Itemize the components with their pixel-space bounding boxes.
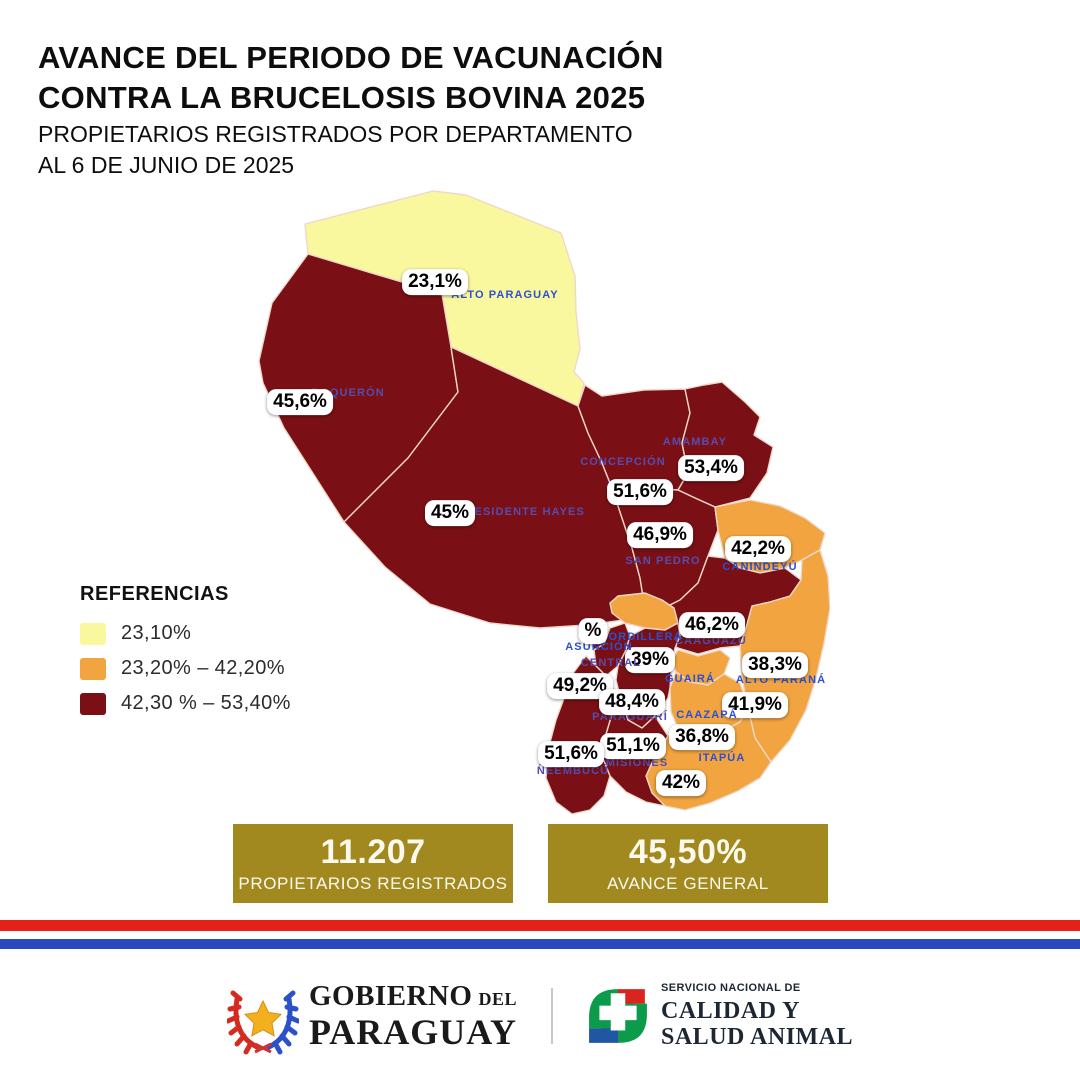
dept-label-neembucu: ÑEEMBUCÚ [536,765,610,777]
senacsa-cross-icon [589,989,647,1043]
legend-swatch [80,692,106,715]
senacsa-line1: SERVICIO NACIONAL DE [661,981,801,994]
dept-value-misiones: 51,1% [600,733,666,759]
stat-label-avance: AVANCE GENERAL [607,874,769,893]
dept-value-cordillera: 39% [624,647,676,673]
dept-label-amambay: AMAMBAY [662,436,728,448]
dept-value-caaguazu: 46,2% [679,612,745,638]
senacsa-line2: CALIDAD Y [661,997,800,1024]
dept-label-cordillera: CORDILLERA [599,631,683,643]
gov-word-paraguay: PARAGUAY [308,1012,517,1052]
page-subtitle-line2: AL 6 DE JUNIO DE 2025 [38,152,295,178]
dept-label-presidente_hayes: PRESIDENTE HAYES [457,506,585,518]
footer: GOBIERNO DEL PARAGUAY SERVICIO NACIONAL D… [0,972,1080,1060]
dept-value-alto_paraguay: 23,1% [402,269,468,295]
senacsa-line3: SALUD ANIMAL [661,1023,854,1050]
legend-label: 23,20% – 42,20% [121,657,285,679]
dept-value-canindeyu: 42,2% [725,536,791,562]
dept-label-asuncion: ASUNCIÓN [565,641,633,653]
dept-label-guaira: GUAIRÁ [665,673,715,685]
gobierno-paraguay-wordmark: GOBIERNO DEL PARAGUAY [308,980,517,1052]
dept-label-misiones: MISIONES [605,757,669,769]
legend-item: 23,20% – 42,20% [80,657,291,680]
dept-label-san_pedro: SAN PEDRO [625,555,701,567]
dept-value-boqueron: 45,6% [267,389,333,415]
stat-box-avance: 45,50% AVANCE GENERAL [548,824,828,903]
legend-item: 23,10% [80,622,291,645]
legend-title: REFERENCIAS [80,583,229,605]
senacsa-wordmark: SERVICIO NACIONAL DE CALIDAD Y SALUD ANI… [661,981,854,1050]
page-title-line1: AVANCE DEL PERIODO DE VACUNACIÓN [38,40,664,75]
legend-items: 23,10% 23,20% – 42,20% 42,30 % – 53,40% [80,622,291,715]
gobierno-paraguay-logo: GOBIERNO DEL PARAGUAY [226,977,517,1055]
dept-value-guaira: 41,9% [722,692,788,718]
legend-swatch [80,622,106,645]
dept-value-amambay: 53,4% [678,455,744,481]
page-subtitle-line1: PROPIETARIOS REGISTRADOS POR DEPARTAMENT… [38,121,633,147]
dept-value-presidente_hayes: 45% [424,500,476,526]
dept-value-caazapa: 36,8% [669,724,735,750]
dept-label-caazapa: CAAZAPÁ [676,709,738,721]
legend: REFERENCIAS 23,10% 23,20% – 42,20% 42,30 %… [80,583,291,727]
paraguay-choropleth-map: ALTO PARAGUAY 23,1% BOQUERÓN 45,6% PRESIDENT… [250,188,830,828]
flag-stripe-blue [0,939,1080,949]
dept-value-itapua: 42% [655,770,707,796]
dept-label-itapua: ITAPÚA [698,752,746,764]
dept-label-caaguazu: CAAGUAZÚ [675,635,747,647]
laurel-wreath-star-icon [226,990,299,1055]
dept-value-san_pedro: 46,9% [627,522,693,548]
stat-label-propietarios: PROPIETARIOS REGISTRADOS [238,874,508,893]
dept-value-neembucu: 51,6% [538,741,604,767]
dept-value-alto_parana: 38,3% [742,652,808,678]
dept-value-concepcion: 51,6% [607,479,673,505]
dept-value-asuncion: % [578,618,608,644]
senacsa-logo: SERVICIO NACIONAL DE CALIDAD Y SALUD ANI… [587,981,854,1050]
legend-label: 23,10% [121,622,192,644]
legend-label: 42,30 % – 53,40% [121,692,291,714]
header: AVANCE DEL PERIODO DE VACUNACIÓN CONTRA … [38,38,1038,180]
dept-label-canindeyu: CANINDEYÚ [722,561,798,573]
stat-value-avance: 45,50% [628,833,748,871]
legend-item: 42,30 % – 53,40% [80,692,291,715]
dept-label-central: CENTRAL [580,657,642,669]
gov-word-gobierno: GOBIERNO [308,980,473,1012]
page-title-line2: CONTRA LA BRUCELOSIS BOVINA 2025 [38,80,646,115]
dept-value-paraguari: 48,4% [599,689,665,715]
dept-label-alto_paraguay: ALTO PARAGUAY [451,289,559,301]
legend-swatch [80,657,106,680]
dept-label-concepcion: CONCEPCIÓN [580,456,666,468]
footer-divider [551,988,553,1044]
gov-word-del: DEL [478,989,517,1009]
map-labels: ALTO PARAGUAY 23,1% BOQUERÓN 45,6% PRESIDENT… [250,188,830,828]
stat-box-propietarios: 11.207 PROPIETARIOS REGISTRADOS [233,824,513,903]
stat-value-propietarios: 11.207 [320,833,426,871]
flag-stripe-red [0,920,1080,931]
